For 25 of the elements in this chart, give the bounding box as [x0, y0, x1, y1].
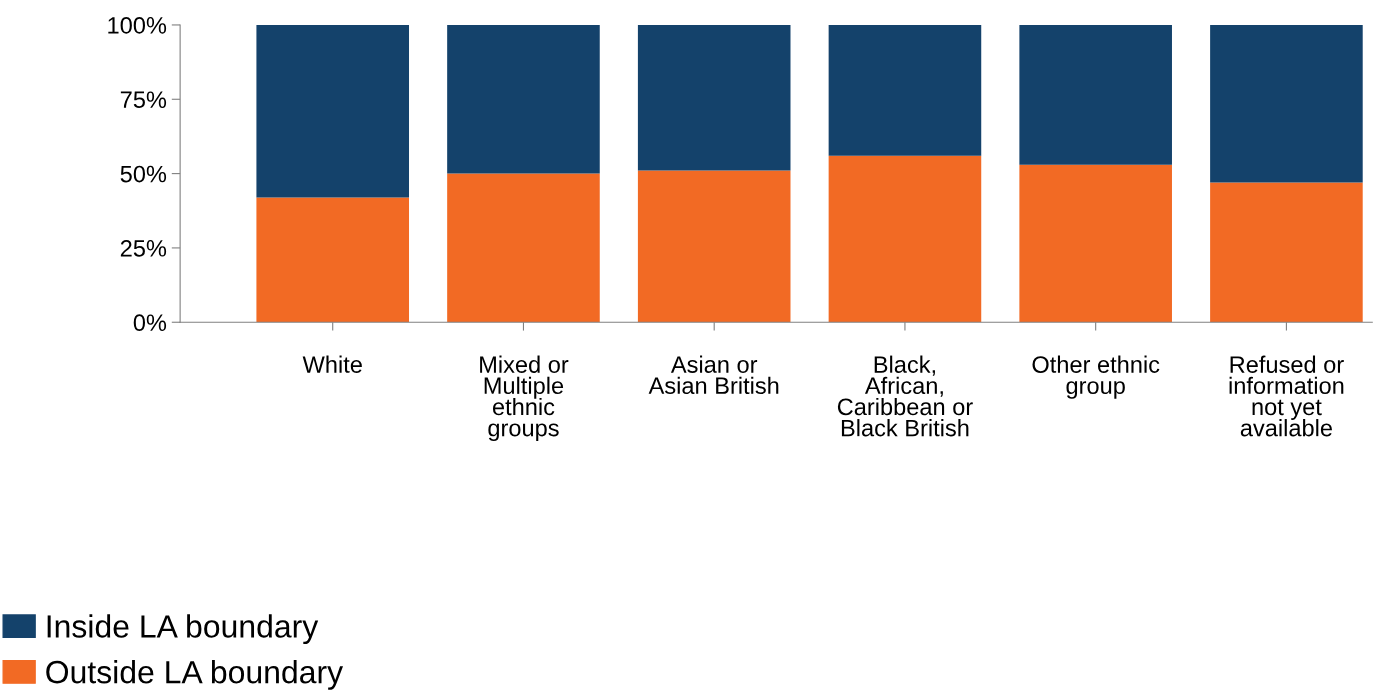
y-tick-label: 0% [133, 314, 167, 332]
bar [447, 24, 600, 174]
bar [256, 24, 410, 198]
x-tick-label: Asian or Asian British [648, 355, 779, 395]
bar [828, 155, 982, 323]
bar [637, 170, 791, 323]
x-tick-label: Black, African, Caribbean or Black British [837, 355, 973, 437]
bar [828, 24, 982, 156]
y-tick-label: 100% [108, 17, 167, 34]
legend-label: Inside LA boundary [47, 614, 319, 645]
bar [447, 173, 600, 323]
x-tick-label: Refused or information not yet available [1229, 355, 1344, 437]
y-tick-label: 25% [120, 239, 167, 257]
bar [1019, 164, 1172, 323]
x-tick-label: Other ethnic group [1032, 355, 1160, 399]
bar [1210, 182, 1363, 323]
x-tick-label: Mixed or Multiple ethnic groups [480, 355, 569, 442]
x-tick-label: White [302, 355, 362, 373]
y-tick-label: 75% [120, 91, 167, 109]
legend-label: Outside LA boundary [46, 660, 344, 690]
bar [256, 197, 410, 323]
bar [637, 24, 791, 171]
bar [1019, 24, 1172, 165]
y-tick-label: 50% [120, 165, 167, 183]
bar [1210, 24, 1363, 183]
